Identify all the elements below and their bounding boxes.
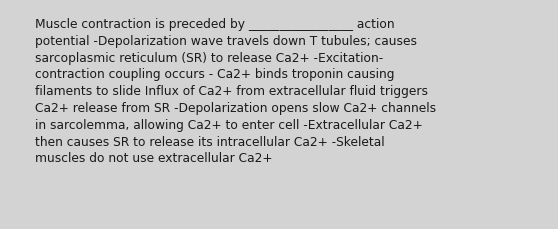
Text: Muscle contraction is preceded by _________________ action
potential -Depolariza: Muscle contraction is preceded by ______… <box>35 18 436 165</box>
